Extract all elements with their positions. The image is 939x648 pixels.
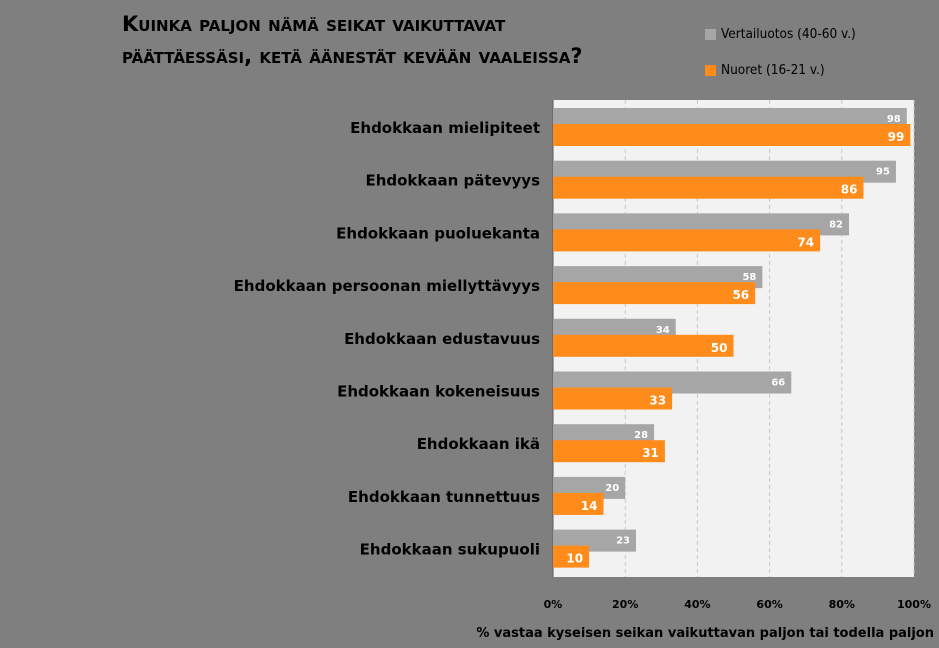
data-label-vertailuotos: 98: [887, 114, 901, 125]
legend-item-nuoret: Nuoret (16-21 v.): [705, 62, 825, 78]
category-label: Ehdokkaan tunnettuus: [348, 488, 540, 506]
data-label-vertailuotos: 66: [771, 378, 785, 389]
data-label-nuoret: 74: [797, 235, 814, 249]
data-label-vertailuotos: 95: [876, 167, 890, 178]
data-label-nuoret: 31: [642, 446, 659, 460]
category-label: Ehdokkaan mielipiteet: [350, 119, 540, 137]
category-label: Ehdokkaan sukupuoli: [360, 541, 540, 559]
data-label-vertailuotos: 34: [656, 325, 670, 336]
category-label: Ehdokkaan pätevyys: [365, 172, 540, 190]
x-tick-label: 100%: [897, 598, 931, 611]
data-label-vertailuotos: 58: [742, 272, 756, 283]
data-label-vertailuotos: 28: [634, 430, 648, 441]
x-tick-label: 80%: [829, 598, 855, 611]
category-label: Ehdokkaan puoluekanta: [336, 224, 540, 242]
data-label-nuoret: 99: [888, 130, 905, 144]
x-tick-label: 20%: [612, 598, 638, 611]
x-tick-label: 60%: [756, 598, 782, 611]
legend-label-nuoret: Nuoret (16-21 v.): [721, 62, 825, 78]
bar-nuoret: [553, 387, 673, 410]
data-label-nuoret: 56: [732, 288, 749, 302]
chart-title-line-1: Kuinka paljon nämä seikat vaikuttavat: [122, 12, 506, 36]
legend-swatch-nuoret: [705, 64, 716, 76]
bar-nuoret: [553, 176, 864, 199]
bar-nuoret: [553, 440, 665, 463]
bar-nuoret: [553, 334, 734, 357]
bar-nuoret: [553, 492, 604, 515]
bar-nuoret: [553, 545, 590, 568]
category-label: Ehdokkaan kokeneisuus: [337, 383, 540, 401]
x-tick-label: 0%: [544, 598, 563, 611]
bar-nuoret: [553, 282, 756, 305]
data-label-nuoret: 33: [649, 394, 666, 408]
data-label-nuoret: 50: [711, 341, 728, 355]
category-label: Ehdokkaan persoonan miellyttävyys: [234, 277, 540, 295]
data-label-nuoret: 10: [566, 552, 583, 566]
bar-nuoret: [553, 229, 821, 252]
data-label-vertailuotos: 20: [605, 483, 619, 494]
legend-item-vertailuotos: Vertailuotos (40-60 v.): [705, 26, 856, 42]
legend-label-vertailuotos: Vertailuotos (40-60 v.): [721, 26, 856, 42]
category-label: Ehdokkaan edustavuus: [344, 330, 540, 348]
category-label: Ehdokkaan ikä: [417, 435, 540, 453]
data-label-vertailuotos: 82: [829, 219, 843, 230]
data-label-nuoret: 14: [581, 499, 598, 513]
legend-swatch-vertailuotos: [705, 28, 716, 40]
chart-title-line-2: päättäessäsi, ketä äänestät kevään vaale…: [122, 44, 583, 68]
x-tick-label: 40%: [684, 598, 710, 611]
data-label-vertailuotos: 23: [616, 536, 630, 547]
x-axis-title: % vastaa kyseisen seikan vaikuttavan pal…: [476, 626, 934, 641]
data-label-nuoret: 86: [841, 183, 858, 197]
bar-nuoret: [553, 124, 911, 146]
